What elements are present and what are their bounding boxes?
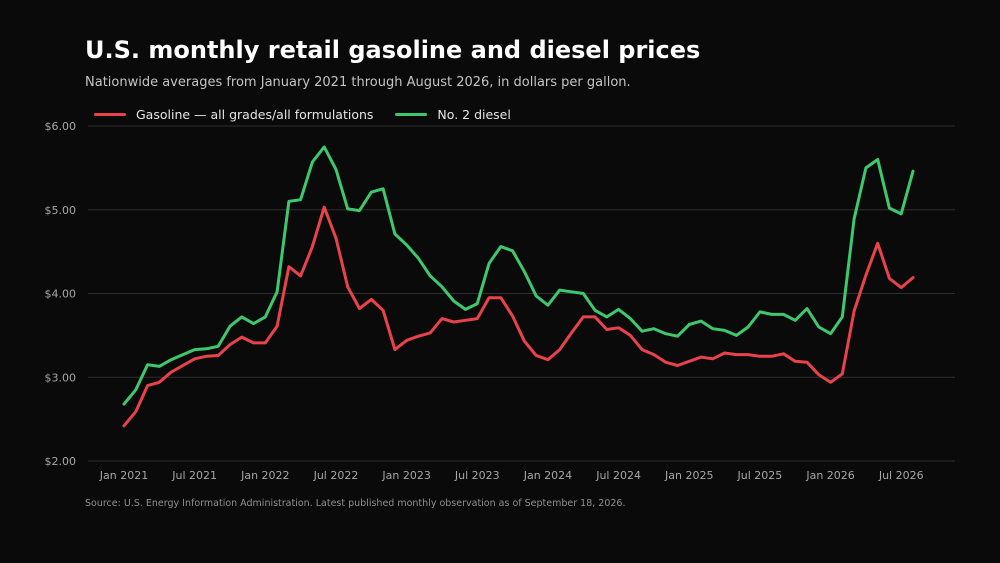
y-tick-label: $4.00 xyxy=(45,288,77,301)
x-tick-label: Jul 2021 xyxy=(171,469,217,482)
x-tick-label: Jul 2022 xyxy=(313,469,359,482)
x-tick-label: Jul 2024 xyxy=(595,469,641,482)
x-tick-label: Jan 2021 xyxy=(99,469,148,482)
chart-subtitle: Nationwide averages from January 2021 th… xyxy=(85,75,631,90)
x-tick-label: Jan 2022 xyxy=(240,469,289,482)
y-tick-label: $3.00 xyxy=(45,371,77,384)
legend-swatch-gasoline xyxy=(94,112,126,116)
x-tick-label: Jul 2026 xyxy=(878,469,924,482)
x-tick-label: Jan 2024 xyxy=(523,469,572,482)
series-line-diesel xyxy=(122,145,915,406)
legend-swatch-diesel xyxy=(395,112,428,116)
legend-label-gasoline: Gasoline — all grades/all formulations xyxy=(136,106,374,122)
x-tick-label: Jul 2023 xyxy=(454,469,500,482)
y-tick-label: $5.00 xyxy=(45,204,77,217)
x-tick-label: Jan 2025 xyxy=(664,469,713,482)
x-tick-label: Jan 2023 xyxy=(381,469,430,482)
y-tick-label: $2.00 xyxy=(45,455,77,468)
y-tick-label: $6.00 xyxy=(45,120,77,133)
x-tick-label: Jul 2025 xyxy=(737,469,783,482)
series-line-gasoline xyxy=(122,205,915,428)
legend-item-diesel: No. 2 diesel xyxy=(395,106,511,122)
chart-title: U.S. monthly retail gasoline and diesel … xyxy=(85,36,701,64)
x-tick-label: Jan 2026 xyxy=(805,469,854,482)
source-note: Source: U.S. Energy Information Administ… xyxy=(85,498,626,509)
legend-item-gasoline: Gasoline — all grades/all formulations xyxy=(94,107,373,122)
chart-legend: Gasoline — all grades/all formulations N… xyxy=(94,106,533,122)
legend-label-diesel: No. 2 diesel xyxy=(437,106,511,122)
